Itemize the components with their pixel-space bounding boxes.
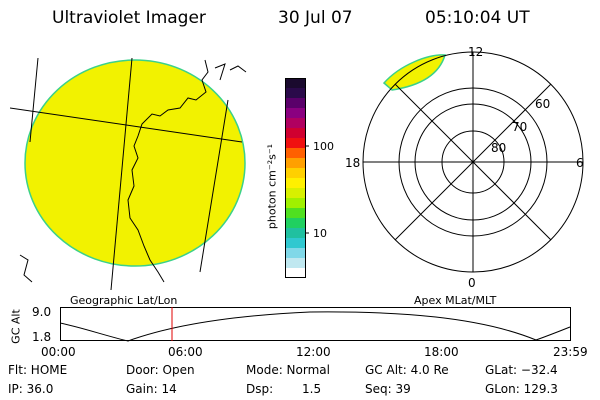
status-seq: Seq: 39 bbox=[365, 382, 411, 396]
polar-caption: Apex MLat/MLT bbox=[414, 294, 497, 307]
colorbar-segment bbox=[285, 248, 306, 259]
status-glat: GLat: −32.4 bbox=[485, 363, 558, 377]
altitude-ymax: 9.0 bbox=[32, 305, 52, 319]
colorbar-segment bbox=[285, 208, 306, 219]
mlt-label-0: 0 bbox=[468, 276, 476, 290]
colorbar-tick-10: 10 bbox=[313, 227, 327, 240]
time-label: 05:10:04 UT bbox=[425, 8, 530, 28]
colorbar-segment bbox=[285, 228, 306, 239]
colorbar-segment bbox=[285, 148, 306, 159]
colorbar-tick-100: 100 bbox=[313, 140, 334, 153]
mlt-label-12: 12 bbox=[468, 45, 484, 59]
mlat-label-70: 70 bbox=[512, 120, 528, 134]
altitude-xtick: 00:00 bbox=[41, 345, 76, 359]
mlt-label-18: 18 bbox=[345, 156, 361, 170]
colorbar-segment bbox=[285, 268, 306, 278]
altitude-xtick: 12:00 bbox=[296, 345, 331, 359]
status-gc-alt: GC Alt: 4.0 Re bbox=[365, 363, 449, 377]
colorbar-unit-label: photon cm⁻²s⁻¹ bbox=[265, 143, 279, 230]
altitude-plot bbox=[60, 307, 571, 342]
colorbar-segment bbox=[285, 168, 306, 179]
colorbar-segment bbox=[285, 238, 306, 249]
altitude-ylabel: GC Alt bbox=[9, 309, 23, 344]
geographic-image-panel bbox=[10, 57, 247, 291]
colorbar-segment bbox=[285, 88, 306, 99]
colorbar-segment bbox=[285, 128, 306, 139]
status-ip: IP: 36.0 bbox=[8, 382, 54, 396]
status-gain: Gain: 14 bbox=[126, 382, 177, 396]
colorbar-segment bbox=[285, 218, 306, 229]
auroral-oval-patch bbox=[382, 54, 446, 91]
intensity-colorbar bbox=[285, 78, 309, 278]
status-flight: Flt: HOME bbox=[8, 363, 68, 377]
colorbar-segment bbox=[285, 158, 306, 169]
colorbar-segment bbox=[285, 108, 306, 119]
instrument-title: Ultraviolet Imager bbox=[52, 8, 206, 28]
altitude-ymin: 1.8 bbox=[32, 330, 52, 344]
altitude-xtick: 23:59 bbox=[553, 345, 588, 359]
status-dsp-label: Dsp: bbox=[246, 382, 274, 396]
altitude-xtick: 06:00 bbox=[168, 345, 203, 359]
colorbar-segment bbox=[285, 78, 306, 89]
colorbar-segment bbox=[285, 98, 306, 109]
mlat-label-60: 60 bbox=[535, 97, 551, 111]
colorbar-segment bbox=[285, 118, 306, 129]
status-dsp-value: 1.5 bbox=[302, 382, 322, 396]
mlat-label-80: 80 bbox=[491, 141, 507, 155]
status-mode: Mode: Normal bbox=[246, 363, 330, 377]
colorbar-segment bbox=[285, 198, 306, 209]
colorbar-segment bbox=[285, 188, 306, 199]
status-door: Door: Open bbox=[126, 363, 195, 377]
altitude-xtick: 18:00 bbox=[424, 345, 459, 359]
colorbar-segments bbox=[285, 78, 306, 278]
geographic-caption: Geographic Lat/Lon bbox=[70, 294, 178, 307]
coastline-lines bbox=[19, 59, 247, 283]
status-glon: GLon: 129.3 bbox=[485, 382, 558, 396]
mlt-label-6: 6 bbox=[576, 156, 584, 170]
altitude-curve bbox=[60, 311, 571, 342]
colorbar-segment bbox=[285, 258, 306, 269]
lat-lon-grid-lines bbox=[10, 57, 243, 291]
date-label: 30 Jul 07 bbox=[278, 8, 353, 28]
polar-mlt-grid bbox=[362, 51, 584, 273]
colorbar-segment bbox=[285, 138, 306, 149]
colorbar-segment bbox=[285, 178, 306, 189]
